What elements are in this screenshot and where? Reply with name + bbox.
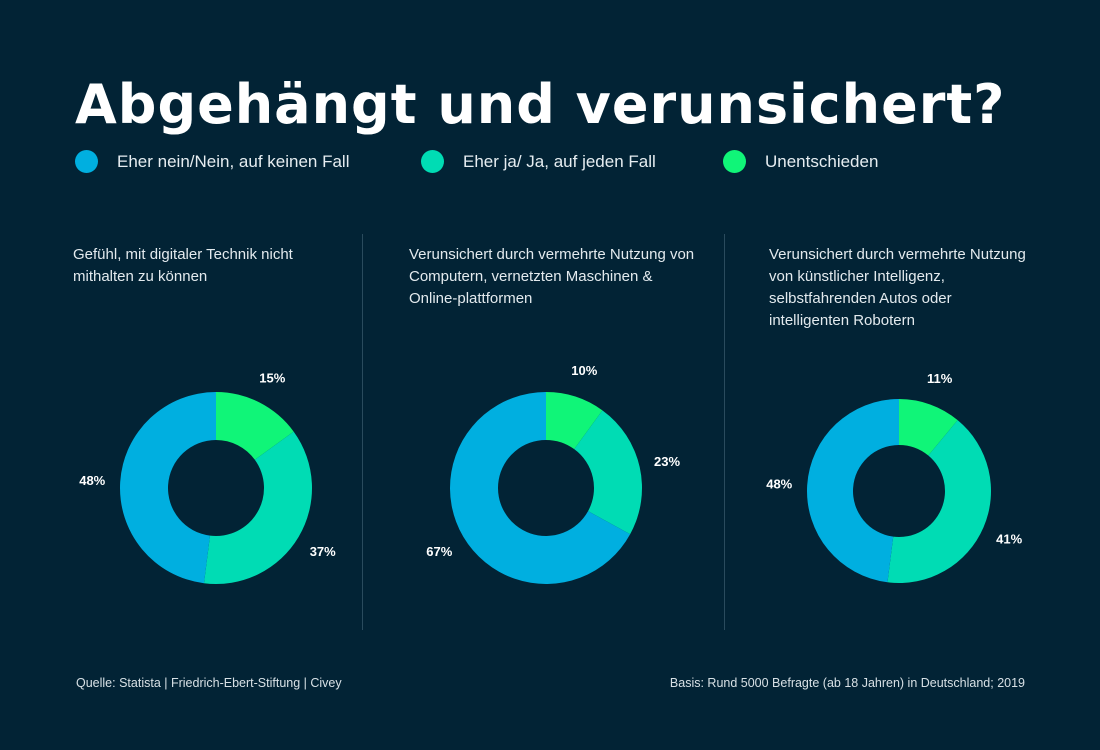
donut-2-label-undecided: 10%: [571, 363, 597, 378]
panel-title-1: Gefühl, mit digitaler Technik nicht mith…: [73, 246, 293, 285]
legend-swatch-yes: [421, 150, 444, 173]
donut-3-label-undecided: 11%: [927, 371, 953, 386]
legend-label-undecided: Unentschieden: [765, 151, 879, 171]
donut-2-label-yes: 23%: [654, 454, 680, 469]
legend: Eher nein/Nein, auf keinen Fall Eher ja/…: [0, 150, 1100, 180]
legend-label-yes: Eher ja/ Ja, auf jeden Fall: [463, 151, 656, 171]
donut-3-label-yes: 41%: [996, 532, 1022, 547]
legend-swatch-undecided: [723, 150, 746, 173]
donut-3-slice-yes: [887, 420, 991, 583]
donut-1-slice-undecided: [216, 392, 294, 460]
donut-2-slice-no: [449, 392, 631, 584]
panel-divider-2: [724, 234, 725, 630]
chart-title: Abgehängt und verunsichert?: [75, 73, 1006, 136]
panel-divider-1: [362, 234, 363, 630]
donut-1-label-undecided: 15%: [259, 371, 285, 386]
panel-title-3: Verunsichert durch vermehrte Nutzung von…: [769, 246, 1026, 329]
donut-2-slice-yes: [574, 410, 643, 535]
legend-swatch-no: [75, 150, 98, 173]
legend-item-no: Eher nein/Nein, auf keinen Fall: [75, 150, 349, 173]
donut-1-slice-no: [120, 392, 216, 584]
panel-title-2: Verunsichert durch vermehrte Nutzung von…: [409, 246, 695, 307]
donut-2-label-no: 67%: [426, 544, 452, 559]
legend-item-undecided: Unentschieden: [723, 150, 878, 173]
donut-1-slice-yes: [203, 431, 312, 584]
donut-1-label-yes: 37%: [310, 544, 336, 559]
donut-3-slice-no: [807, 399, 899, 583]
donut-1-label-no: 48%: [79, 473, 105, 488]
legend-item-yes: Eher ja/ Ja, auf jeden Fall: [421, 150, 656, 173]
donut-2-slice-undecided: [546, 392, 603, 450]
donut-3-label-no: 48%: [766, 476, 792, 491]
donut-3-slice-undecided: [899, 399, 958, 456]
source-note: Quelle: Statista | Friedrich-Ebert-Stift…: [76, 676, 342, 690]
legend-label-no: Eher nein/Nein, auf keinen Fall: [117, 151, 350, 171]
basis-note: Basis: Rund 5000 Befragte (ab 18 Jahren)…: [669, 676, 1025, 690]
